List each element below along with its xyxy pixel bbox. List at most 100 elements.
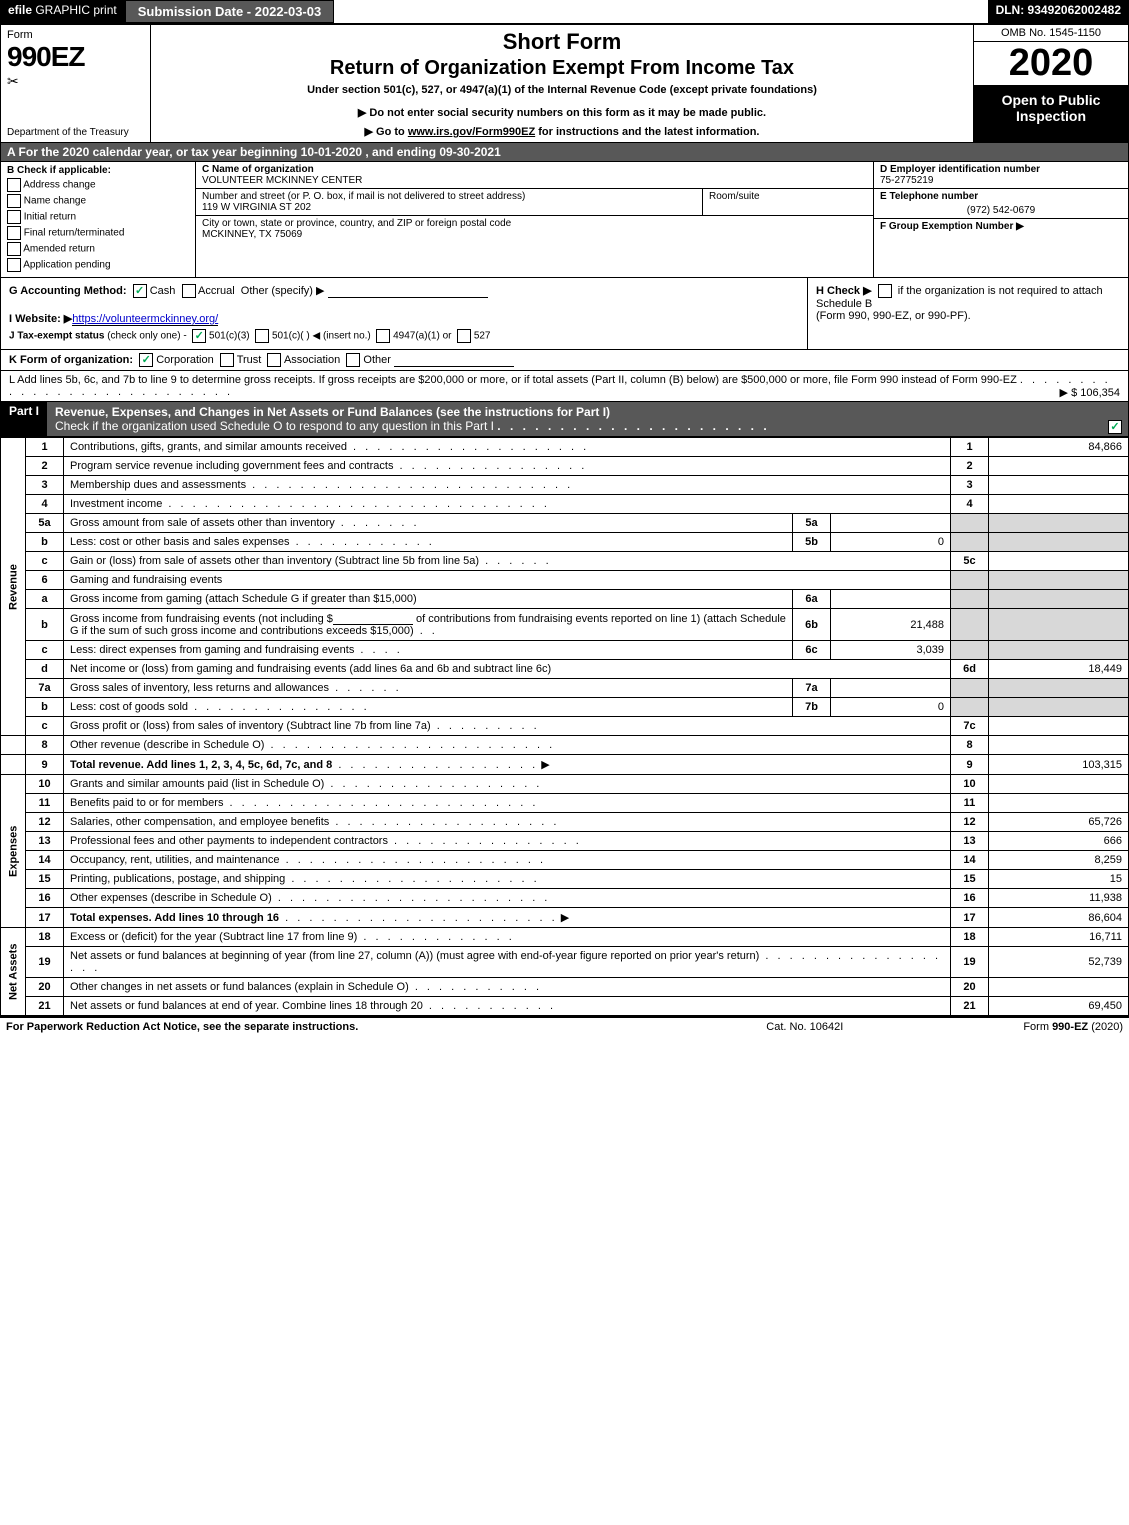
line4-amount — [989, 495, 1129, 514]
table-row: 20Other changes in net assets or fund ba… — [1, 978, 1129, 997]
ein-value: 75-2775219 — [880, 175, 933, 186]
table-row: aGross income from gaming (attach Schedu… — [1, 590, 1129, 609]
street-cell: Number and street (or P. O. box, if mail… — [196, 189, 703, 215]
line16-amount: 11,938 — [989, 889, 1129, 908]
j-label: J Tax-exempt status — [9, 331, 104, 342]
open-to-public: Open to Public Inspection — [974, 86, 1128, 142]
efile-print-button[interactable]: efile GRAPHIC print — [0, 0, 125, 23]
line21-amount: 69,450 — [989, 997, 1129, 1016]
line8-amount — [989, 736, 1129, 755]
l-amount: ▶ $ 106,354 — [1060, 386, 1120, 399]
top-bar: efile GRAPHIC print Submission Date - 20… — [0, 0, 1129, 23]
website-link[interactable]: https://volunteermckinney.org/ — [72, 313, 218, 326]
table-row: 15Printing, publications, postage, and s… — [1, 870, 1129, 889]
table-row: cLess: direct expenses from gaming and f… — [1, 641, 1129, 660]
street-address: 119 W VIRGINIA ST 202 — [202, 202, 311, 213]
cb-accrual[interactable] — [182, 284, 196, 298]
cb-501c3[interactable] — [192, 329, 206, 343]
table-row: 11Benefits paid to or for members . . . … — [1, 794, 1129, 813]
room-suite-cell: Room/suite — [703, 189, 873, 215]
part1-label: Part I — [1, 402, 47, 436]
d-label: D Employer identification number — [880, 164, 1040, 175]
line19-amount: 52,739 — [989, 947, 1129, 978]
h-label: H Check ▶ — [816, 285, 872, 297]
table-row: 14Occupancy, rent, utilities, and mainte… — [1, 851, 1129, 870]
dept-treasury: Department of the Treasury — [7, 127, 144, 138]
cb-corporation[interactable] — [139, 353, 153, 367]
g-h-row: G Accounting Method: Cash Accrual Other … — [0, 278, 1129, 350]
tax-year: 2020 — [974, 42, 1128, 86]
c-label: C Name of organization — [202, 164, 314, 175]
cb-address-change[interactable]: Address change — [7, 178, 189, 192]
table-row: 17Total expenses. Add lines 10 through 1… — [1, 908, 1129, 928]
entity-row: B Check if applicable: Address change Na… — [0, 162, 1129, 278]
line1-amount: 84,866 — [989, 438, 1129, 457]
table-row: Expenses 10Grants and similar amounts pa… — [1, 775, 1129, 794]
g-box: G Accounting Method: Cash Accrual Other … — [1, 278, 808, 349]
line6d-amount: 18,449 — [989, 660, 1129, 679]
return-title: Return of Organization Exempt From Incom… — [161, 57, 963, 80]
cb-527[interactable] — [457, 329, 471, 343]
header-right: OMB No. 1545-1150 2020 Open to Public In… — [973, 25, 1128, 142]
city-cell: City or town, state or province, country… — [196, 216, 873, 242]
line12-amount: 65,726 — [989, 813, 1129, 832]
h-forms: (Form 990, 990-EZ, or 990-PF). — [816, 310, 971, 322]
cb-4947[interactable] — [376, 329, 390, 343]
cb-name-change[interactable]: Name change — [7, 194, 189, 208]
table-row: bLess: cost or other basis and sales exp… — [1, 533, 1129, 552]
table-row: 12Salaries, other compensation, and empl… — [1, 813, 1129, 832]
form-header: Form 990EZ ✂ Department of the Treasury … — [0, 23, 1129, 143]
ein-cell: D Employer identification number 75-2775… — [874, 162, 1128, 189]
table-row: 13Professional fees and other payments t… — [1, 832, 1129, 851]
cb-schedule-o-used[interactable] — [1108, 420, 1122, 434]
cb-amended-return[interactable]: Amended return — [7, 242, 189, 256]
line6b-amount: 21,488 — [831, 609, 951, 641]
line20-amount — [989, 978, 1129, 997]
netassets-section-label: Net Assets — [1, 928, 26, 1016]
entity-right: D Employer identification number 75-2775… — [873, 162, 1128, 277]
dln-label: DLN: 93492062002482 — [988, 0, 1129, 23]
under-section: Under section 501(c), 527, or 4947(a)(1)… — [161, 84, 963, 96]
table-row: bLess: cost of goods sold . . . . . . . … — [1, 698, 1129, 717]
phone-value: (972) 542-0679 — [880, 205, 1122, 216]
table-row: cGross profit or (loss) from sales of in… — [1, 717, 1129, 736]
cb-application-pending[interactable]: Application pending — [7, 258, 189, 272]
room-label: Room/suite — [709, 191, 760, 202]
section-b-checkboxes: B Check if applicable: Address change Na… — [1, 162, 196, 277]
cb-initial-return[interactable]: Initial return — [7, 210, 189, 224]
table-row: 4Investment income . . . . . . . . . . .… — [1, 495, 1129, 514]
l-text: L Add lines 5b, 6c, and 7b to line 9 to … — [9, 374, 1017, 386]
cb-schedule-b[interactable] — [878, 284, 892, 298]
table-row: 7aGross sales of inventory, less returns… — [1, 679, 1129, 698]
catalog-number: Cat. No. 10642I — [766, 1021, 843, 1033]
cb-other-org[interactable] — [346, 353, 360, 367]
table-row: 21Net assets or fund balances at end of … — [1, 997, 1129, 1016]
expenses-section-label: Expenses — [1, 775, 26, 928]
other-method-field[interactable] — [328, 285, 488, 298]
line6c-amount: 3,039 — [831, 641, 951, 660]
table-row: Net Assets 18Excess or (deficit) for the… — [1, 928, 1129, 947]
table-row: 2Program service revenue including gover… — [1, 457, 1129, 476]
line7c-amount — [989, 717, 1129, 736]
cb-cash[interactable] — [133, 284, 147, 298]
e-label: E Telephone number — [880, 191, 978, 202]
cb-trust[interactable] — [220, 353, 234, 367]
line15-amount: 15 — [989, 870, 1129, 889]
form-number: 990EZ — [7, 41, 144, 73]
line7b-amount: 0 — [831, 698, 951, 717]
part1-title: Revenue, Expenses, and Changes in Net As… — [47, 402, 1102, 436]
line11-amount — [989, 794, 1129, 813]
other-org-field[interactable] — [394, 354, 514, 367]
form-number-footer: Form 990-EZ (2020) — [1023, 1021, 1123, 1033]
goto-link[interactable]: www.irs.gov/Form990EZ — [408, 126, 535, 138]
header-center: Short Form Return of Organization Exempt… — [151, 25, 973, 142]
page-footer: For Paperwork Reduction Act Notice, see … — [0, 1016, 1129, 1036]
f-label: F Group Exemption Number ▶ — [880, 221, 1024, 232]
h-box: H Check ▶ if the organization is not req… — [808, 278, 1128, 349]
goto-post: for instructions and the latest informat… — [535, 126, 759, 138]
cb-final-return[interactable]: Final return/terminated — [7, 226, 189, 240]
entity-mid: C Name of organization VOLUNTEER MCKINNE… — [196, 162, 873, 277]
table-row: 8Other revenue (describe in Schedule O) … — [1, 736, 1129, 755]
cb-association[interactable] — [267, 353, 281, 367]
cb-501c[interactable] — [255, 329, 269, 343]
